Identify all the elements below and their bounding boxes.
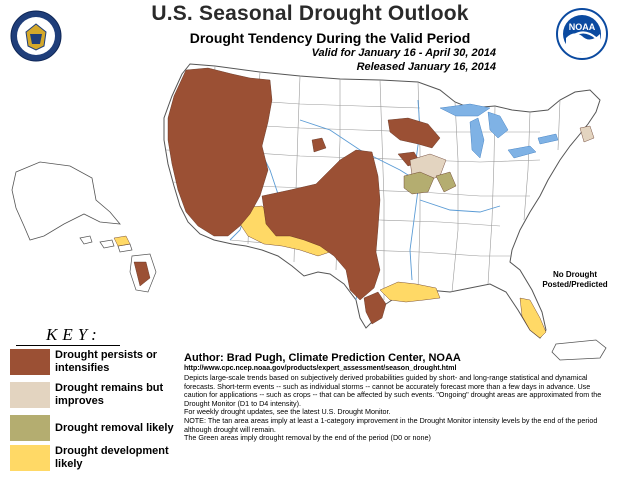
doc-seal-logo	[10, 10, 62, 62]
persists-hawaii	[133, 261, 151, 287]
key-underline	[16, 345, 120, 346]
note-green: The Green areas imply drought removal by…	[184, 433, 431, 443]
key-label-development: Drought development likely	[55, 445, 169, 470]
source-url: http://www.cpc.ncep.noaa.gov/products/ex…	[184, 365, 457, 372]
key-title: KEY:	[46, 325, 102, 344]
release-date: Released January 16, 2014	[356, 61, 496, 73]
development-florida	[519, 297, 547, 339]
persists-montana	[311, 137, 327, 153]
page-title: U.S. Seasonal Drought Outlook	[151, 2, 469, 25]
noaa-logo-text: NOAA	[569, 22, 596, 32]
key-swatch-development	[10, 445, 50, 471]
key-item-removal: Drought removal likely	[10, 415, 175, 441]
key-swatch-improves	[10, 382, 50, 408]
page-subtitle: Drought Tendency During the Valid Period	[189, 30, 471, 46]
persists-west	[167, 67, 273, 237]
key-swatch-persists	[10, 349, 50, 375]
persists-texas-south	[363, 291, 387, 325]
persists-midwest	[387, 117, 441, 149]
great-lakes	[439, 103, 559, 159]
key-item-development: Drought development likely	[10, 445, 175, 471]
drought-regions	[113, 67, 595, 339]
note-weekly: For weekly drought updates, see the late…	[184, 407, 391, 417]
author-credit: Author: Brad Pugh, Climate Prediction Ce…	[184, 352, 461, 364]
puerto-rico-note: No Drought Posted/Predicted	[542, 270, 608, 289]
key-swatch-removal	[10, 415, 50, 441]
note-tan: NOTE: The tan area areas imply at least …	[184, 415, 598, 434]
key-label-persists: Drought persists or intensifies	[55, 349, 158, 374]
alaska	[11, 161, 121, 241]
development-texas-gulf	[379, 281, 441, 303]
note-description: Depicts large-scale trends based on subj…	[184, 373, 602, 408]
removal-midwest	[403, 171, 435, 195]
puerto-rico	[551, 339, 607, 361]
key-item-improves: Drought remains but improves	[10, 382, 175, 408]
valid-period: Valid for January 16 - April 30, 2014	[311, 47, 496, 59]
improves-northeast	[579, 125, 595, 143]
key-label-removal: Drought removal likely	[55, 421, 174, 434]
development-alaska	[113, 235, 131, 247]
key-label-improves: Drought remains but improves	[55, 382, 164, 407]
notes-block: Depicts large-scale trends based on subj…	[184, 373, 604, 443]
key-item-persists: Drought persists or intensifies	[10, 349, 175, 375]
removal-indiana	[435, 171, 457, 193]
noaa-logo: NOAA	[556, 8, 608, 60]
persists-central	[261, 149, 381, 301]
